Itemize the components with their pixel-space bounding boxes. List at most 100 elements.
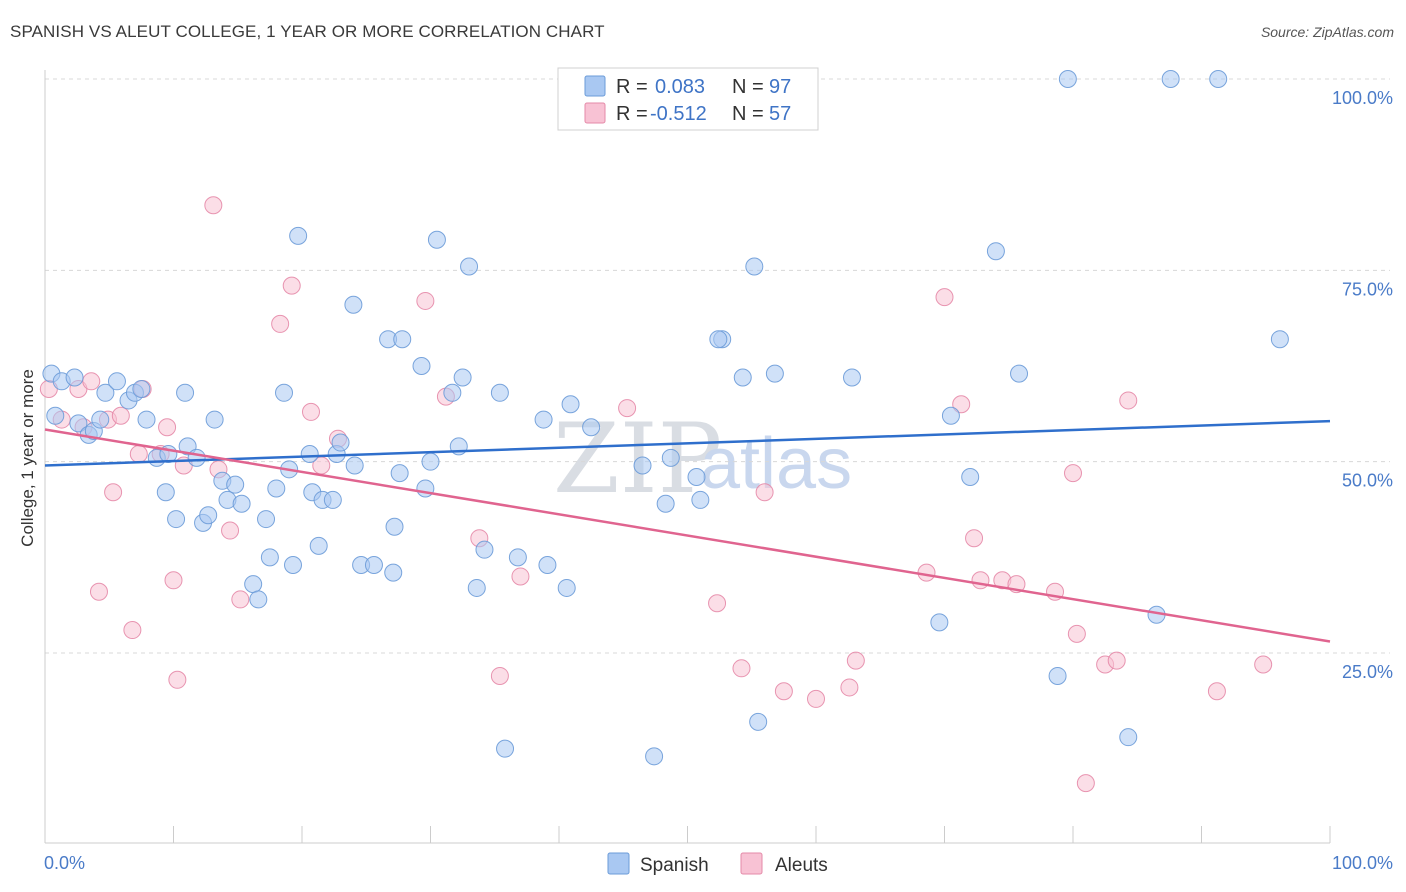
spanish-point — [137, 410, 156, 429]
x-tick-label-right: 100.0% — [1332, 853, 1393, 873]
spanish-point — [205, 410, 224, 429]
spanish-point — [69, 414, 88, 433]
aleuts-point — [168, 670, 187, 689]
spanish-point — [1058, 70, 1077, 88]
y-tick-label: 100.0% — [1332, 88, 1393, 108]
aleuts-point — [732, 659, 751, 678]
aleuts-point — [231, 590, 250, 609]
spanish-point — [842, 368, 861, 387]
aleuts-point — [807, 689, 825, 708]
legend-spanish-n-value: 97 — [769, 76, 791, 98]
aleuts-trend-line — [44, 428, 1331, 643]
legend-aleuts-n-value: 57 — [769, 103, 791, 125]
y-tick-label: 50.0% — [1342, 471, 1393, 491]
spanish-point — [309, 536, 328, 555]
spanish-point — [156, 483, 175, 502]
aleuts-point — [1067, 624, 1086, 643]
spanish-point — [331, 433, 350, 452]
x-tick-labels: 0.0% 100.0% — [44, 853, 1393, 873]
aleuts-point — [89, 582, 108, 601]
spanish-point — [176, 383, 195, 402]
spanish-point — [385, 517, 404, 536]
spanish-point — [1119, 728, 1138, 747]
spanish-point — [460, 257, 479, 276]
axes — [44, 70, 1331, 844]
spanish-point — [661, 448, 680, 467]
spanish-point — [390, 464, 409, 483]
spanish-point — [745, 257, 764, 276]
aleuts-point — [271, 314, 290, 333]
bottom-legend-spanish-label: Spanish — [640, 855, 709, 876]
spanish-point — [275, 383, 294, 402]
spanish-point — [765, 364, 784, 383]
legend-aleuts-r-value: -0.512 — [650, 103, 707, 125]
spanish-point — [427, 230, 446, 249]
chart-title: SPANISH VS ALEUT COLLEGE, 1 YEAR OR MORE… — [10, 22, 605, 41]
legend-aleuts-r-label: R = — [616, 103, 648, 125]
series-legend: Spanish Aleuts — [607, 852, 828, 876]
aleuts-point — [164, 571, 183, 590]
spanish-point — [1161, 70, 1180, 88]
spanish-point — [107, 372, 126, 391]
aleuts-point — [971, 571, 990, 590]
spanish-point — [199, 506, 218, 525]
aleuts-point — [204, 196, 223, 215]
spanish-point — [496, 739, 515, 758]
aleuts-point — [774, 682, 793, 701]
aleuts-points — [39, 196, 1273, 793]
aleuts-point — [1107, 651, 1126, 670]
spanish-point — [249, 590, 268, 609]
y-tick-label: 75.0% — [1342, 279, 1393, 299]
aleuts-point — [1076, 774, 1095, 793]
spanish-point — [344, 295, 363, 314]
grid-lines — [45, 78, 1390, 654]
spanish-point — [538, 555, 557, 574]
bottom-legend-spanish-swatch — [607, 852, 630, 875]
spanish-points — [42, 70, 1289, 766]
spanish-point — [132, 379, 151, 398]
aleuts-point — [490, 666, 509, 685]
aleuts-point — [282, 276, 301, 295]
aleuts-point — [82, 372, 101, 391]
spanish-point — [46, 406, 65, 425]
spanish-point — [534, 410, 553, 429]
spanish-point — [508, 548, 527, 567]
aleuts-point — [708, 594, 727, 613]
spanish-point — [691, 490, 710, 509]
spanish-point — [656, 494, 675, 513]
spanish-point — [364, 555, 383, 574]
spanish-point — [467, 578, 486, 597]
spanish-point — [687, 467, 706, 486]
aleuts-point — [917, 563, 936, 582]
watermark-atlas: atlas — [700, 424, 852, 504]
y-tick-labels: 25.0% 50.0% 75.0% 100.0% — [1332, 88, 1393, 682]
spanish-point — [941, 406, 960, 425]
spanish-point — [345, 456, 364, 475]
aleuts-point — [840, 678, 859, 697]
spanish-point — [257, 510, 276, 529]
legend-spanish-r-value: 0.083 — [655, 76, 705, 98]
spanish-point — [260, 548, 279, 567]
spanish-point — [267, 479, 286, 498]
spanish-point — [226, 475, 245, 494]
spanish-point — [1209, 70, 1228, 88]
x-tick-label-left: 0.0% — [44, 853, 85, 873]
spanish-point — [384, 563, 403, 582]
bottom-legend-aleuts-label: Aleuts — [775, 855, 828, 876]
spanish-trend-line — [44, 419, 1331, 467]
legend-aleuts-swatch — [584, 102, 606, 124]
aleuts-point — [935, 288, 954, 307]
aleuts-point — [755, 483, 774, 502]
spanish-point — [733, 368, 752, 387]
spanish-point — [244, 575, 263, 594]
aleuts-point — [618, 399, 637, 418]
aleuts-point — [846, 651, 865, 670]
correlation-legend: R = 0.083 N = 97 R = -0.512 N = 57 — [557, 67, 819, 131]
spanish-point — [232, 494, 251, 513]
spanish-point — [633, 456, 652, 475]
spanish-point — [421, 452, 440, 471]
spanish-point — [561, 395, 580, 414]
aleuts-point — [952, 395, 971, 414]
spanish-point — [289, 226, 308, 245]
